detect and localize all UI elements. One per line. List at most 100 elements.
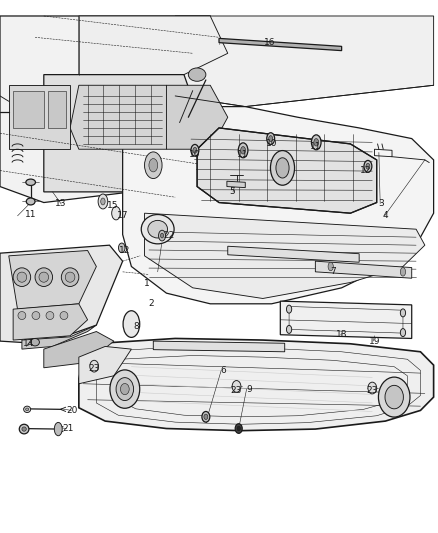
- Ellipse shape: [35, 268, 53, 287]
- Ellipse shape: [26, 198, 35, 205]
- Ellipse shape: [65, 272, 75, 282]
- Ellipse shape: [25, 408, 29, 410]
- Text: 23: 23: [367, 386, 378, 394]
- Text: 7: 7: [330, 268, 336, 276]
- Ellipse shape: [31, 338, 39, 346]
- Ellipse shape: [149, 159, 158, 172]
- Ellipse shape: [17, 272, 27, 282]
- Polygon shape: [227, 181, 245, 188]
- Polygon shape: [175, 16, 434, 107]
- Text: 4: 4: [383, 212, 388, 220]
- Ellipse shape: [267, 133, 275, 144]
- Ellipse shape: [241, 147, 245, 154]
- Ellipse shape: [235, 424, 242, 433]
- Ellipse shape: [98, 194, 108, 209]
- Ellipse shape: [385, 385, 403, 409]
- Ellipse shape: [270, 150, 294, 185]
- Text: 20: 20: [67, 406, 78, 415]
- Ellipse shape: [160, 233, 163, 238]
- Ellipse shape: [39, 272, 49, 282]
- Text: 2: 2: [148, 300, 154, 308]
- Text: 17: 17: [117, 212, 128, 220]
- Polygon shape: [9, 251, 96, 309]
- Ellipse shape: [311, 135, 321, 150]
- Text: 1: 1: [144, 279, 150, 288]
- Ellipse shape: [366, 163, 370, 169]
- Ellipse shape: [61, 268, 79, 287]
- Ellipse shape: [232, 381, 241, 392]
- Ellipse shape: [26, 179, 35, 185]
- Ellipse shape: [400, 309, 406, 317]
- Ellipse shape: [238, 143, 248, 158]
- Polygon shape: [280, 301, 412, 338]
- Text: 14: 14: [23, 340, 34, 348]
- Ellipse shape: [118, 243, 125, 253]
- Text: 11: 11: [237, 150, 249, 159]
- Ellipse shape: [202, 411, 210, 422]
- Polygon shape: [0, 245, 123, 344]
- Ellipse shape: [24, 406, 31, 413]
- Text: 10: 10: [189, 150, 201, 159]
- Text: 9: 9: [247, 385, 253, 393]
- Ellipse shape: [116, 377, 134, 401]
- Ellipse shape: [191, 144, 199, 156]
- Ellipse shape: [54, 422, 62, 436]
- Ellipse shape: [110, 370, 140, 408]
- Text: 12: 12: [119, 246, 131, 255]
- Ellipse shape: [13, 268, 31, 287]
- Polygon shape: [153, 341, 285, 352]
- Ellipse shape: [328, 262, 333, 271]
- Ellipse shape: [18, 311, 26, 320]
- Text: 15: 15: [107, 201, 119, 209]
- Text: 8: 8: [133, 322, 139, 330]
- Ellipse shape: [46, 311, 54, 320]
- Polygon shape: [79, 16, 228, 75]
- Polygon shape: [0, 16, 228, 203]
- Ellipse shape: [193, 147, 197, 154]
- Ellipse shape: [112, 206, 120, 220]
- Ellipse shape: [32, 311, 40, 320]
- Ellipse shape: [286, 305, 292, 313]
- Ellipse shape: [368, 382, 377, 394]
- Ellipse shape: [159, 230, 166, 241]
- Ellipse shape: [400, 328, 406, 337]
- Ellipse shape: [188, 68, 206, 82]
- Polygon shape: [228, 246, 359, 262]
- Ellipse shape: [120, 384, 129, 394]
- Ellipse shape: [22, 427, 26, 431]
- Ellipse shape: [90, 360, 99, 372]
- Polygon shape: [79, 338, 434, 431]
- Ellipse shape: [378, 377, 410, 417]
- Polygon shape: [70, 85, 175, 149]
- Ellipse shape: [123, 311, 140, 337]
- Ellipse shape: [60, 311, 68, 320]
- Text: 22: 22: [163, 231, 174, 240]
- Text: 11: 11: [310, 142, 321, 151]
- Polygon shape: [13, 91, 44, 128]
- Ellipse shape: [286, 325, 292, 334]
- Ellipse shape: [400, 268, 406, 276]
- Ellipse shape: [145, 152, 162, 179]
- Text: 12: 12: [360, 166, 371, 175]
- Polygon shape: [219, 38, 342, 51]
- Polygon shape: [13, 304, 88, 340]
- Ellipse shape: [19, 424, 29, 434]
- Ellipse shape: [101, 198, 105, 205]
- Text: 23: 23: [231, 386, 242, 394]
- Polygon shape: [9, 85, 70, 149]
- Ellipse shape: [204, 414, 208, 419]
- Polygon shape: [315, 261, 412, 278]
- Ellipse shape: [276, 158, 289, 178]
- Polygon shape: [48, 91, 66, 128]
- Polygon shape: [22, 325, 96, 349]
- Text: 6: 6: [220, 366, 226, 375]
- Text: 19: 19: [369, 337, 380, 345]
- Ellipse shape: [148, 221, 167, 238]
- Text: 10: 10: [266, 140, 277, 148]
- Ellipse shape: [237, 426, 240, 431]
- Ellipse shape: [314, 139, 318, 146]
- Text: 13: 13: [55, 199, 66, 208]
- Text: 21: 21: [62, 424, 74, 433]
- Text: 18: 18: [336, 330, 347, 339]
- Polygon shape: [44, 75, 210, 192]
